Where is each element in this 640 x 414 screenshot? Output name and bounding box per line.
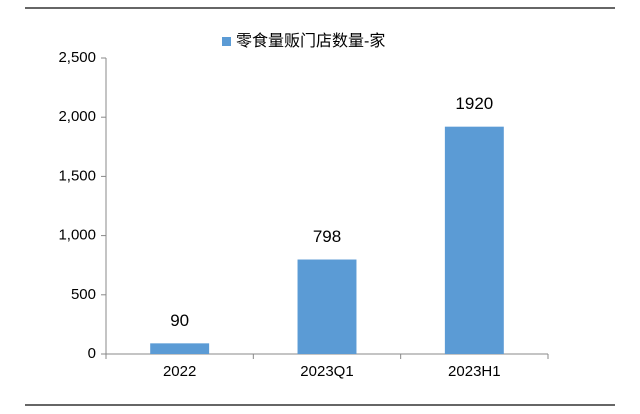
y-tick-label: 1,500 — [58, 167, 96, 184]
legend-swatch — [222, 37, 231, 46]
y-tick-label: 500 — [71, 286, 96, 303]
x-tick-label: 2022 — [163, 363, 196, 380]
y-tick-label: 0 — [88, 345, 96, 362]
bar — [150, 343, 210, 354]
legend-label: 零食量贩门店数量-家 — [236, 32, 385, 50]
y-tick-label: 2,500 — [58, 49, 96, 66]
bar — [444, 126, 504, 354]
value-label: 798 — [313, 227, 341, 246]
value-label: 1920 — [455, 94, 493, 113]
x-tick-label: 2023H1 — [448, 363, 501, 380]
y-tick-label: 1,000 — [58, 227, 96, 244]
value-label: 90 — [170, 311, 189, 330]
y-tick-label: 2,000 — [58, 108, 96, 125]
bar — [297, 259, 357, 354]
x-tick-label: 2023Q1 — [300, 363, 353, 380]
